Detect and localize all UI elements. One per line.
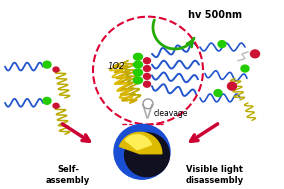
Ellipse shape [53, 103, 59, 108]
Ellipse shape [143, 81, 151, 87]
Ellipse shape [133, 53, 143, 60]
Circle shape [125, 133, 169, 177]
Ellipse shape [241, 65, 249, 72]
Circle shape [114, 124, 170, 179]
Wedge shape [125, 135, 151, 150]
Text: hv 500nm: hv 500nm [188, 10, 242, 20]
Ellipse shape [143, 58, 151, 64]
Text: 1O2: 1O2 [108, 62, 125, 71]
Ellipse shape [43, 98, 51, 104]
Ellipse shape [53, 67, 59, 72]
Ellipse shape [133, 77, 143, 84]
Ellipse shape [214, 90, 222, 96]
Polygon shape [134, 160, 160, 171]
Wedge shape [120, 132, 162, 154]
Ellipse shape [218, 41, 226, 47]
Text: cleavage: cleavage [154, 109, 189, 118]
Ellipse shape [227, 82, 237, 90]
Text: Visible light
disassembly: Visible light disassembly [186, 164, 244, 185]
Ellipse shape [143, 74, 151, 79]
Ellipse shape [133, 69, 143, 76]
Ellipse shape [143, 66, 151, 71]
Text: Self-
assembly: Self- assembly [46, 164, 90, 185]
Ellipse shape [250, 50, 260, 58]
Ellipse shape [43, 61, 51, 68]
Ellipse shape [133, 61, 143, 68]
